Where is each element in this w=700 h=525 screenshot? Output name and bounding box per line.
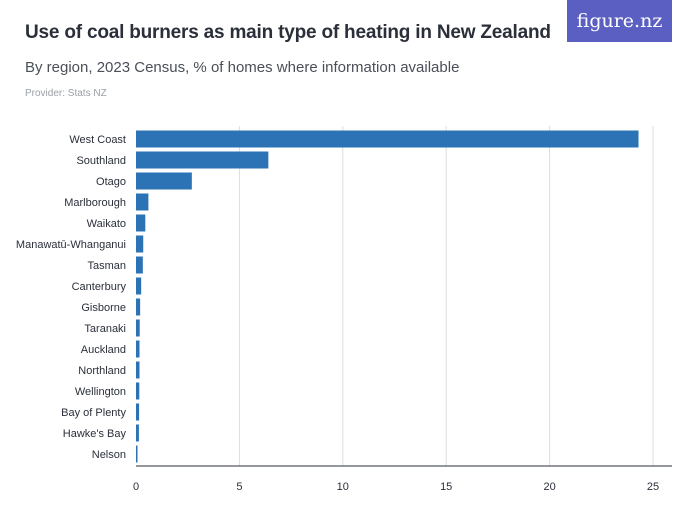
bar[interactable] bbox=[136, 298, 141, 316]
bar[interactable] bbox=[136, 403, 140, 421]
x-tick-label: 20 bbox=[543, 481, 555, 493]
bar[interactable] bbox=[136, 361, 140, 379]
bar[interactable] bbox=[136, 235, 144, 253]
category-label: West Coast bbox=[69, 134, 126, 146]
figure-nz-logo[interactable]: figure.nz bbox=[567, 0, 672, 42]
category-label: Waikato bbox=[87, 218, 126, 230]
x-tick-label: 10 bbox=[337, 481, 349, 493]
bar[interactable] bbox=[136, 256, 143, 274]
category-label: Gisborne bbox=[81, 302, 126, 314]
category-label: Tasman bbox=[87, 260, 126, 272]
category-label: Northland bbox=[78, 365, 126, 377]
category-label: Nelson bbox=[92, 449, 126, 461]
bar[interactable] bbox=[136, 193, 149, 211]
x-tick-label: 25 bbox=[647, 481, 659, 493]
x-axis-ticks: 0 5 10 15 20 25 bbox=[133, 465, 672, 493]
category-label: Taranaki bbox=[84, 323, 126, 335]
category-label: Bay of Plenty bbox=[61, 407, 126, 419]
bar[interactable] bbox=[136, 277, 142, 295]
bar[interactable] bbox=[136, 319, 140, 337]
bar[interactable] bbox=[136, 130, 639, 148]
bar[interactable] bbox=[136, 340, 140, 358]
category-label: Otago bbox=[96, 176, 126, 188]
category-label: Auckland bbox=[81, 344, 126, 356]
bar[interactable] bbox=[136, 172, 192, 190]
chart-title: Use of coal burners as main type of heat… bbox=[25, 22, 551, 43]
category-label: Hawke's Bay bbox=[63, 428, 127, 440]
data-provider: Provider: Stats NZ bbox=[25, 88, 107, 99]
gridlines bbox=[238, 126, 654, 466]
bar[interactable] bbox=[136, 424, 139, 442]
bars bbox=[136, 130, 639, 463]
x-tick-label: 15 bbox=[440, 481, 452, 493]
bar[interactable] bbox=[136, 151, 269, 169]
bar[interactable] bbox=[136, 214, 146, 232]
x-tick-label: 0 bbox=[133, 481, 139, 493]
bar[interactable] bbox=[136, 382, 140, 400]
category-label: Marlborough bbox=[64, 197, 126, 209]
x-tick-label: 5 bbox=[236, 481, 242, 493]
bar[interactable] bbox=[136, 445, 138, 463]
category-label: Southland bbox=[76, 155, 126, 167]
category-label: Wellington bbox=[75, 386, 126, 398]
category-label: Manawatū-Whanganui bbox=[16, 239, 126, 251]
chart-subtitle: By region, 2023 Census, % of homes where… bbox=[25, 59, 460, 76]
category-label: Canterbury bbox=[72, 281, 127, 293]
category-labels: West Coast Southland Otago Marlborough Waika… bbox=[16, 134, 127, 461]
